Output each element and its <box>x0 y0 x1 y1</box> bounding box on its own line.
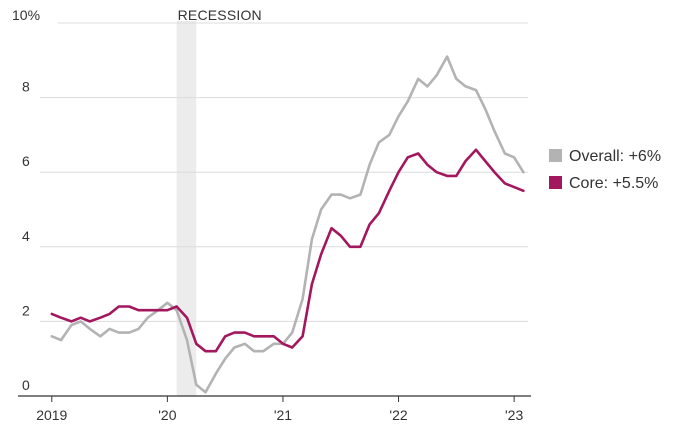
series-line-core <box>50 148 525 353</box>
legend-swatch <box>549 176 562 189</box>
x-tick-label: '22 <box>389 407 407 423</box>
y-unit-label: 10% <box>12 7 40 23</box>
y-tick-label: 8 <box>22 79 30 95</box>
x-tick-label: '21 <box>274 407 292 423</box>
recession-label: RECESSION <box>178 7 262 23</box>
legend-item-core: Core: +5.5% <box>549 175 658 192</box>
x-axis-ticks: 2019 '20 '21 '22 '23 <box>36 396 523 423</box>
y-tick-label: 0 <box>22 377 30 393</box>
y-tick-label: 2 <box>22 302 30 318</box>
legend-swatch <box>549 149 562 162</box>
legend-item-overall: Overall: +6% <box>549 148 661 165</box>
y-tick-label: 4 <box>22 228 30 244</box>
x-tick-label: 2019 <box>36 407 67 423</box>
x-tick-label: '20 <box>158 407 176 423</box>
x-tick-label: '23 <box>505 407 523 423</box>
recession-band-layer: RECESSION <box>176 7 262 396</box>
legend: Overall: +6% Core: +5.5% <box>549 148 661 192</box>
series-layer <box>50 55 525 394</box>
series-line-overall <box>50 55 525 394</box>
y-tick-label: 6 <box>22 153 30 169</box>
legend-label: Core: +5.5% <box>569 175 658 192</box>
legend-label: Overall: +6% <box>569 148 661 165</box>
y-axis-ticks: 0 2 4 6 8 10% <box>12 7 40 393</box>
gridlines-layer <box>40 22 528 322</box>
recession-band <box>176 21 197 396</box>
